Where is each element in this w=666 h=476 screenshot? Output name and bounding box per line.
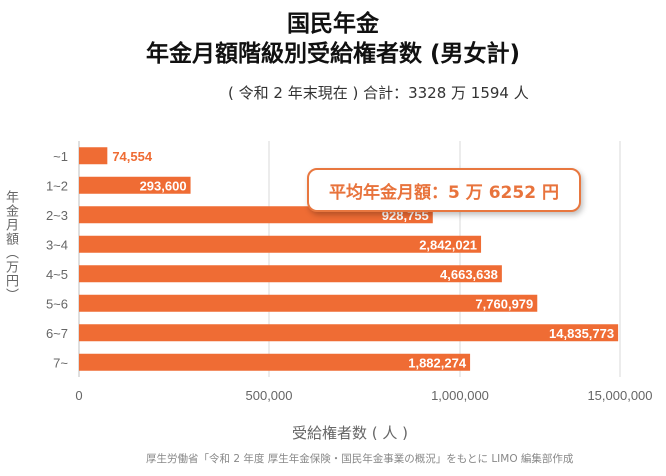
y-category-label: 4~5 bbox=[46, 267, 68, 282]
data-label: 7,760,979 bbox=[475, 296, 533, 311]
y-category-label: 7~ bbox=[53, 355, 68, 370]
x-tick-label: 1,000,000 bbox=[431, 388, 489, 403]
bar bbox=[79, 324, 619, 342]
x-tick-label: 15,000,000 bbox=[587, 388, 652, 403]
data-label: 14,835,773 bbox=[549, 326, 614, 341]
bar bbox=[79, 353, 471, 371]
bar bbox=[79, 147, 108, 165]
source-note: 厚生労働省「令和 2 年度 厚生年金保険・国民年金事業の概況」をもとに LIMO… bbox=[146, 453, 574, 465]
data-label: 2,842,021 bbox=[419, 237, 477, 252]
x-tick-label: 500,000 bbox=[246, 388, 293, 403]
bar bbox=[79, 265, 502, 283]
y-category-label: ~1 bbox=[53, 149, 68, 164]
y-category-label: 3~4 bbox=[46, 237, 68, 252]
y-category-label: 2~3 bbox=[46, 208, 68, 223]
average-pension-callout: 平均年金月額：5 万 6252 円 bbox=[307, 168, 581, 212]
x-tick-label: 0 bbox=[75, 388, 82, 403]
average-pension-text: 平均年金月額：5 万 6252 円 bbox=[329, 182, 559, 203]
y-category-label: 5~6 bbox=[46, 296, 68, 311]
y-category-label: 1~2 bbox=[46, 178, 68, 193]
x-axis-label: 受給権者数 ( 人 ) bbox=[291, 424, 408, 442]
chart-subtitle: ( 令和 2 年末現在 ) 合計：3328 万 1594 人 bbox=[228, 84, 529, 102]
data-label: 1,882,274 bbox=[408, 355, 467, 370]
chart-title-line1: 国民年金 bbox=[287, 11, 379, 37]
data-label: 4,663,638 bbox=[440, 267, 498, 282]
y-category-label: 6~7 bbox=[46, 326, 68, 341]
chart-title-line2: 年金月額階級別受給権者数 (男女計) bbox=[145, 41, 521, 67]
data-label: 293,600 bbox=[140, 178, 187, 193]
bar bbox=[79, 294, 538, 312]
bar bbox=[79, 235, 482, 253]
y-axis-label: 年金月額（万円） bbox=[3, 190, 18, 302]
bar bbox=[79, 176, 191, 194]
data-label: 74,554 bbox=[112, 149, 153, 164]
